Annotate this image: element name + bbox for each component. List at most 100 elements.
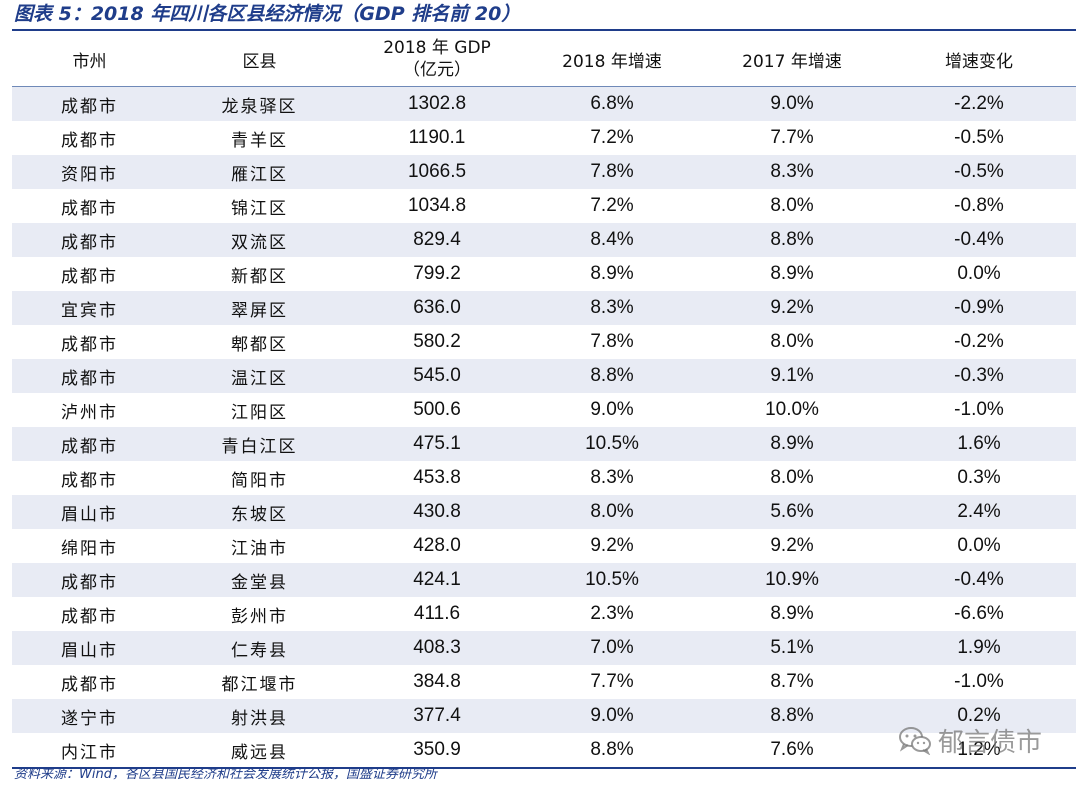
cell-growth-2018: 9.0% (522, 699, 702, 733)
cell-growth-change: 0.0% (957, 535, 1001, 556)
cell-county: 雁江区 (167, 155, 352, 189)
cell-county: 威远县 (167, 733, 352, 769)
cell-growth-2017: 9.0% (702, 86, 882, 121)
header-growth-2017: 2017 年增速 (702, 32, 882, 87)
cell-city: 成都市 (12, 563, 167, 597)
cell-gdp: 350.9 (352, 733, 522, 769)
cell-city: 眉山市 (12, 495, 167, 529)
cell-growth-change: -0.4% (882, 223, 1076, 257)
cell-county: 温江区 (167, 359, 352, 393)
table-row: 成都市 彭州市 411.6 2.3% 8.9% -6.6% (12, 597, 1076, 631)
cell-growth-change: 1.9% (882, 631, 1076, 665)
cell-gdp: 1066.5 (352, 155, 522, 189)
cell-county: 青羊区 (231, 130, 288, 151)
header-county: 区县 (167, 32, 352, 87)
cell-gdp: 1034.8 (407, 195, 467, 216)
cell-city: 成都市 (61, 266, 118, 287)
table-row: 成都市 郫都区 580.2 7.8% 8.0% -0.2% (12, 325, 1076, 359)
cell-county: 射洪县 (167, 699, 352, 733)
cell-city: 成都市 (12, 86, 167, 121)
table-row: 成都市 青羊区 1190.1 7.2% 7.7% -0.5% (12, 121, 1076, 155)
cell-gdp: 453.8 (413, 467, 461, 488)
cell-growth-change: -0.4% (882, 563, 1076, 597)
watermark-text: 郁言债市 (938, 727, 1043, 758)
cell-growth-2017: 8.8% (702, 223, 882, 257)
cell-growth-2018: 8.4% (522, 223, 702, 257)
cell-growth-2017: 8.9% (702, 427, 882, 461)
cell-growth-2018: 2.3% (590, 603, 634, 624)
cell-growth-2018: 7.7% (590, 671, 634, 692)
cell-county: 仁寿县 (167, 631, 352, 665)
cell-county: 郫都区 (231, 334, 288, 355)
cell-growth-2017: 8.8% (702, 699, 882, 733)
cell-growth-2017: 10.9% (702, 563, 882, 597)
cell-growth-2017: 9.2% (702, 291, 882, 325)
cell-county: 金堂县 (167, 563, 352, 597)
cell-city: 成都市 (12, 427, 167, 461)
cell-growth-2018: 7.8% (590, 331, 634, 352)
cell-city: 成都市 (61, 130, 118, 151)
cell-county: 彭州市 (231, 606, 288, 627)
cell-city: 宜宾市 (12, 291, 167, 325)
cell-growth-2017: 5.1% (702, 631, 882, 665)
cell-growth-2017: 7.7% (770, 127, 814, 148)
cell-growth-2018: 9.0% (590, 399, 634, 420)
cell-gdp: 636.0 (352, 291, 522, 325)
cell-county: 江阳区 (231, 402, 288, 423)
cell-gdp: 500.6 (413, 399, 461, 420)
table-row: 成都市 都江堰市 384.8 7.7% 8.7% -1.0% (12, 665, 1076, 699)
cell-growth-change: -1.0% (954, 399, 1004, 420)
cell-gdp: 1302.8 (352, 86, 522, 121)
cell-city: 泸州市 (61, 402, 118, 423)
cell-gdp: 411.6 (413, 603, 461, 624)
cell-county: 青白江区 (167, 427, 352, 461)
cell-growth-2017: 8.0% (770, 331, 814, 352)
header-growth-2018: 2018 年增速 (522, 32, 702, 87)
cell-city: 成都市 (61, 674, 118, 695)
cell-growth-2018: 8.9% (590, 263, 634, 284)
cell-growth-2017: 8.0% (770, 467, 814, 488)
wechat-icon (899, 727, 931, 755)
cell-city: 内江市 (12, 733, 167, 769)
cell-gdp: 408.3 (352, 631, 522, 665)
cell-growth-change: -1.0% (954, 671, 1004, 692)
cell-city: 成都市 (61, 606, 118, 627)
cell-growth-change: -0.9% (882, 291, 1076, 325)
table-row: 成都市 双流区 829.4 8.4% 8.8% -0.4% (12, 223, 1076, 257)
table-row: 资阳市 雁江区 1066.5 7.8% 8.3% -0.5% (12, 155, 1076, 189)
cell-growth-change: -0.2% (954, 331, 1004, 352)
cell-gdp: 829.4 (352, 223, 522, 257)
table-row: 成都市 金堂县 424.1 10.5% 10.9% -0.4% (12, 563, 1076, 597)
cell-growth-2018: 9.2% (590, 535, 634, 556)
header-growth-change: 增速变化 (882, 32, 1076, 87)
cell-city: 成都市 (61, 198, 118, 219)
cell-county: 新都区 (231, 266, 288, 287)
table-row: 成都市 龙泉驿区 1302.8 6.8% 9.0% -2.2% (12, 86, 1076, 121)
table-row: 眉山市 仁寿县 408.3 7.0% 5.1% 1.9% (12, 631, 1076, 665)
cell-city: 成都市 (61, 470, 118, 491)
cell-growth-2017: 8.0% (770, 195, 814, 216)
table-row: 宜宾市 翠屏区 636.0 8.3% 9.2% -0.9% (12, 291, 1076, 325)
cell-growth-2017: 8.7% (770, 671, 814, 692)
table-row: 成都市 新都区 799.2 8.9% 8.9% 0.0% (12, 257, 1076, 291)
header-gdp-label: 2018 年 GDP (383, 38, 491, 58)
cell-growth-2018: 6.8% (522, 86, 702, 121)
cell-city: 绵阳市 (61, 538, 118, 559)
cell-growth-2018: 8.8% (522, 359, 702, 393)
gdp-table: 市州 区县 2018 年 GDP （亿元） 2018 年增速 2017 年增速 … (12, 32, 1076, 769)
table-body: 成都市 龙泉驿区 1302.8 6.8% 9.0% -2.2% 成都市 青羊区 1190.1 7.… (12, 86, 1076, 769)
cell-gdp: 377.4 (352, 699, 522, 733)
cell-growth-change: 1.6% (882, 427, 1076, 461)
cell-growth-2018: 7.0% (522, 631, 702, 665)
cell-growth-2017: 9.2% (770, 535, 814, 556)
cell-city: 成都市 (61, 334, 118, 355)
cell-growth-2017: 8.9% (770, 263, 814, 284)
cell-growth-2017: 8.9% (770, 603, 814, 624)
cell-growth-change: 0.3% (957, 467, 1001, 488)
cell-growth-2018: 10.5% (522, 427, 702, 461)
cell-city: 遂宁市 (12, 699, 167, 733)
watermark: 郁言债市 (898, 720, 1042, 760)
table-row: 成都市 简阳市 453.8 8.3% 8.0% 0.3% (12, 461, 1076, 495)
cell-gdp: 580.2 (413, 331, 461, 352)
source-note: 资料来源：Wind，各区县国民经济和社会发展统计公报，国盛证券研究所 (14, 767, 437, 782)
